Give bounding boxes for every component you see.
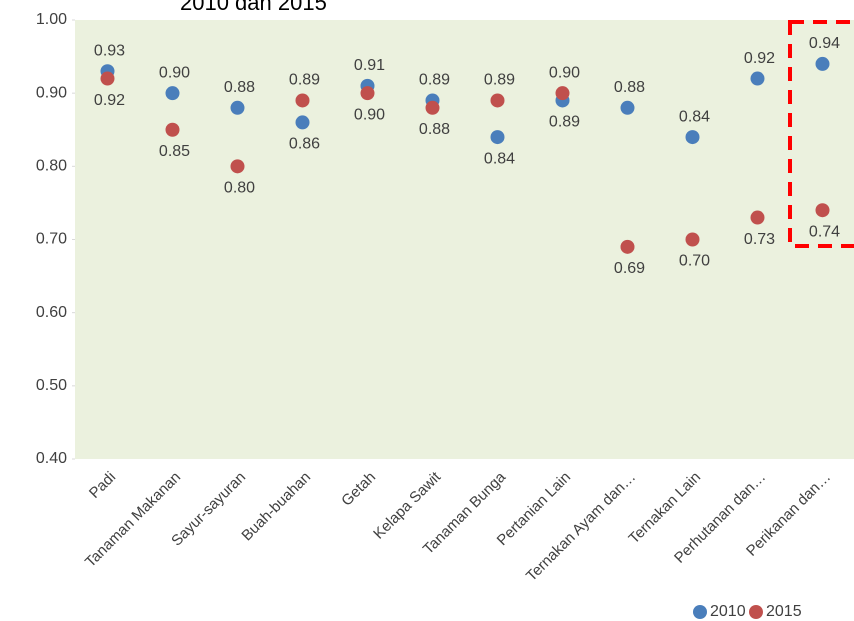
- legend-label: 2015: [766, 603, 802, 620]
- point: [685, 130, 700, 145]
- data-label: 0.89: [484, 72, 515, 89]
- data-label: 0.90: [354, 106, 385, 123]
- point: [750, 71, 765, 86]
- y-tick-label: 0.70: [36, 231, 67, 248]
- data-label: 0.89: [549, 114, 580, 131]
- data-label: 0.93: [94, 42, 125, 59]
- point: [360, 86, 375, 101]
- data-label: 0.84: [484, 150, 515, 167]
- y-tick-label: 1.00: [36, 11, 67, 28]
- data-label: 0.94: [809, 35, 840, 52]
- data-label: 0.89: [419, 72, 450, 89]
- point: [100, 71, 115, 86]
- plot-area: [75, 20, 854, 459]
- point: [815, 203, 830, 218]
- point: [685, 232, 700, 247]
- data-label: 0.88: [224, 79, 255, 96]
- point: [490, 130, 505, 145]
- data-label: 0.88: [614, 79, 645, 96]
- point: [750, 210, 765, 225]
- data-label: 0.88: [419, 121, 450, 138]
- x-tick-label: Padi: [86, 469, 119, 502]
- data-label: 0.80: [224, 180, 255, 197]
- chart-title: 2010 dan 2015: [180, 0, 327, 15]
- y-tick-label: 0.80: [36, 158, 67, 175]
- point: [425, 100, 440, 115]
- data-label: 0.89: [289, 72, 320, 89]
- data-label: 0.73: [744, 231, 775, 248]
- y-tick-label: 0.60: [36, 304, 67, 321]
- point: [165, 86, 180, 101]
- x-tick-label: Buah-buahan: [238, 469, 314, 545]
- point: [620, 100, 635, 115]
- data-label: 0.74: [809, 223, 840, 240]
- legend-label: 2010: [710, 603, 746, 620]
- point: [165, 122, 180, 137]
- data-label: 0.70: [679, 253, 710, 270]
- highlight-box: [788, 20, 854, 248]
- point: [295, 115, 310, 130]
- point: [555, 86, 570, 101]
- data-label: 0.90: [159, 64, 190, 81]
- data-label: 0.84: [679, 108, 710, 125]
- y-tick-label: 0.50: [36, 377, 67, 394]
- data-label: 0.92: [94, 92, 125, 109]
- data-label: 0.86: [289, 136, 320, 153]
- point: [230, 159, 245, 174]
- point: [295, 93, 310, 108]
- point: [490, 93, 505, 108]
- data-label: 0.92: [744, 50, 775, 67]
- data-label: 0.90: [549, 64, 580, 81]
- legend-swatch: [749, 605, 763, 619]
- point: [815, 56, 830, 71]
- data-label: 0.69: [614, 260, 645, 277]
- data-label: 0.85: [159, 143, 190, 160]
- legend-swatch: [693, 605, 707, 619]
- data-label: 0.91: [354, 57, 385, 74]
- y-tick-label: 0.40: [36, 450, 67, 467]
- x-tick-label: Ternakan Ayam dan…: [523, 469, 639, 585]
- y-tick-label: 0.90: [36, 84, 67, 101]
- point: [620, 239, 635, 254]
- point: [230, 100, 245, 115]
- x-tick-label: Getah: [338, 469, 379, 510]
